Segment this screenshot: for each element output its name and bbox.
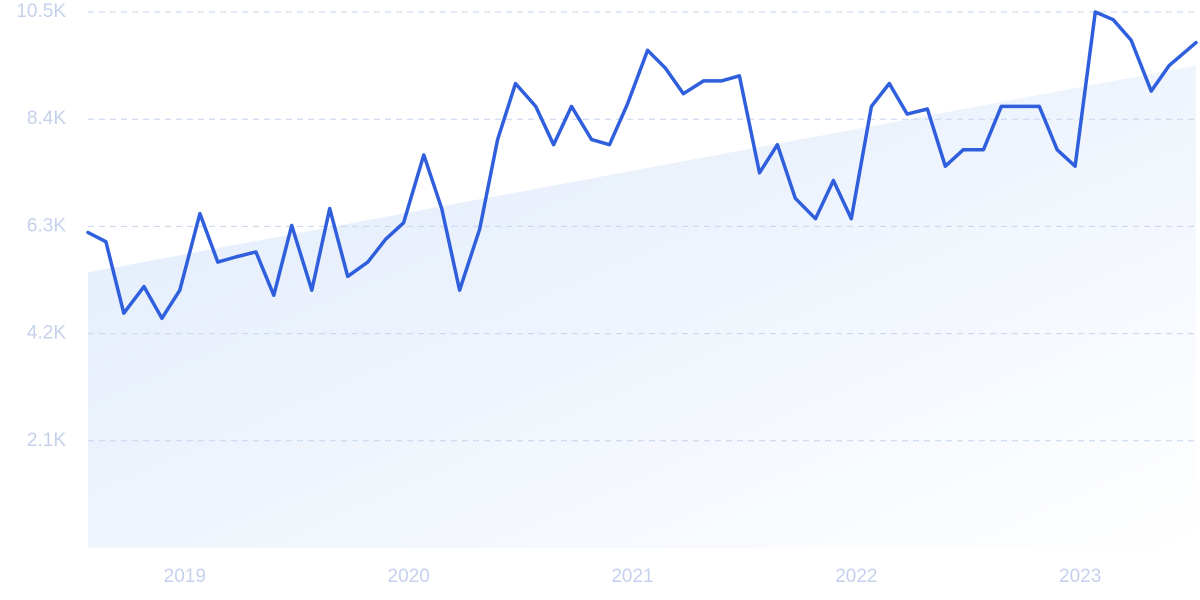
x-tick-label: 2021 xyxy=(611,566,653,587)
x-tick-label: 2019 xyxy=(164,566,206,587)
y-tick-label: 10.5K xyxy=(16,1,66,22)
series-line xyxy=(86,10,1198,321)
y-tick-label: 4.2K xyxy=(27,323,66,344)
y-tick-label: 6.3K xyxy=(27,215,66,236)
x-tick-label: 2022 xyxy=(835,566,877,587)
y-tick-label: 2.1K xyxy=(27,430,66,451)
y-tick-label: 8.4K xyxy=(27,108,66,129)
x-tick-label: 2023 xyxy=(1059,566,1101,587)
x-tick-label: 2020 xyxy=(388,566,430,587)
trend-area xyxy=(88,65,1196,548)
